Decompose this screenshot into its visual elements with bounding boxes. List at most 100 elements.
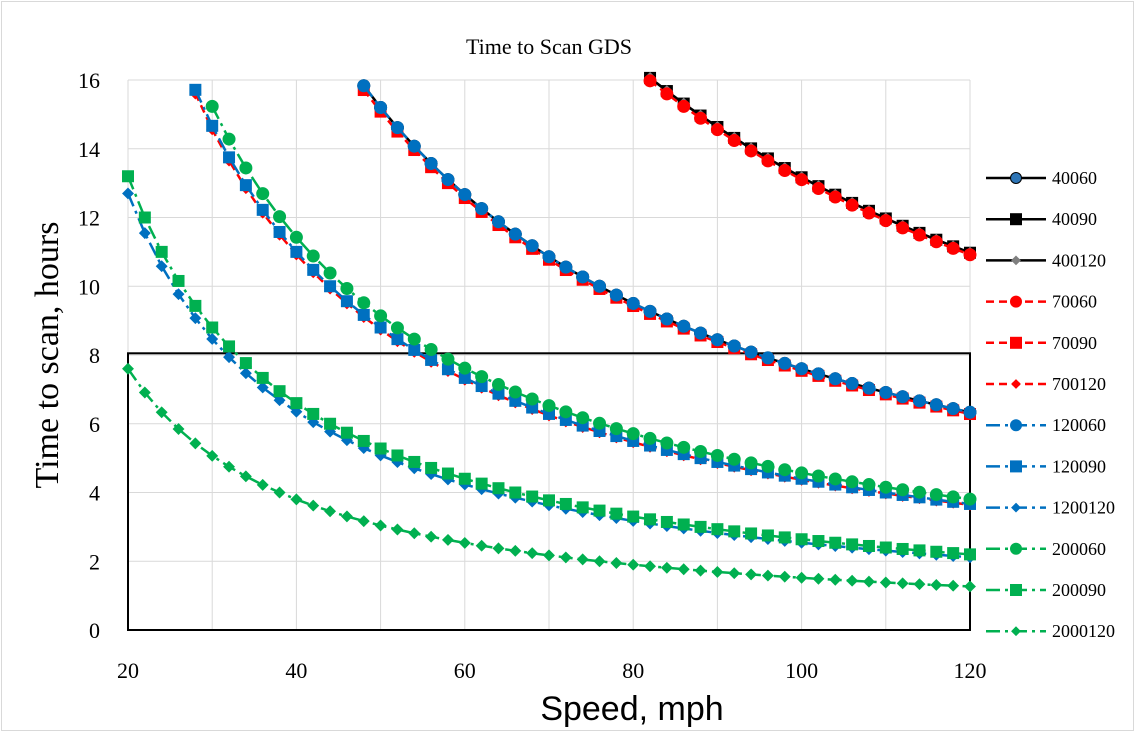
data-point-marker xyxy=(491,215,505,229)
data-point-marker xyxy=(862,206,876,220)
data-point-marker xyxy=(559,497,572,510)
data-point-marker xyxy=(390,121,404,135)
data-point-marker xyxy=(307,407,320,420)
x-tick-label: 80 xyxy=(622,658,644,683)
legend-item: 70060 xyxy=(986,292,1097,312)
legend-label: 200060 xyxy=(1052,539,1106,559)
data-point-marker xyxy=(761,459,775,473)
data-point-marker xyxy=(1011,626,1021,637)
data-point-marker xyxy=(627,558,640,571)
data-point-marker xyxy=(677,99,691,113)
data-point-marker xyxy=(964,548,976,561)
data-point-marker xyxy=(795,362,809,376)
y-tick-label: 14 xyxy=(78,137,100,162)
legend-label: 1200120 xyxy=(1052,498,1115,518)
data-point-marker xyxy=(509,544,522,557)
data-point-marker xyxy=(223,351,235,364)
data-point-marker xyxy=(728,567,741,580)
data-point-marker xyxy=(492,542,505,555)
data-point-marker xyxy=(660,312,674,326)
data-point-marker xyxy=(913,544,926,557)
data-point-marker xyxy=(1010,172,1022,184)
data-point-marker xyxy=(929,235,943,249)
data-point-marker xyxy=(964,580,976,593)
data-point-marker xyxy=(829,536,842,549)
data-point-marker xyxy=(525,239,539,253)
data-point-marker xyxy=(458,472,471,485)
highlight-box xyxy=(127,352,971,631)
data-point-marker xyxy=(778,570,791,583)
data-point-marker xyxy=(374,442,387,455)
data-point-marker xyxy=(273,486,286,499)
data-point-marker xyxy=(660,515,673,528)
data-point-marker xyxy=(710,123,724,137)
data-point-marker xyxy=(155,245,168,258)
data-point-marker xyxy=(273,394,286,407)
data-point-marker xyxy=(963,492,977,506)
data-point-marker xyxy=(711,565,724,578)
data-point-marker xyxy=(710,333,724,347)
data-point-marker xyxy=(290,397,303,410)
data-point-marker xyxy=(846,538,859,551)
data-point-marker xyxy=(391,449,404,462)
legend-item: 120090 xyxy=(986,456,1106,476)
data-point-marker xyxy=(1010,213,1022,226)
data-point-marker xyxy=(727,452,741,466)
data-point-marker xyxy=(811,469,825,483)
data-point-marker xyxy=(205,99,219,113)
data-point-marker xyxy=(172,274,185,287)
data-point-marker xyxy=(778,531,791,544)
data-point-marker xyxy=(828,190,842,204)
data-point-marker xyxy=(744,345,758,359)
data-point-marker xyxy=(1011,502,1021,513)
data-point-marker xyxy=(189,312,202,325)
data-point-marker xyxy=(475,370,489,384)
data-point-marker xyxy=(239,470,252,483)
data-point-marker xyxy=(879,386,893,399)
data-point-marker xyxy=(930,545,943,558)
legend-label: 2000120 xyxy=(1052,621,1115,641)
data-point-marker xyxy=(1010,542,1022,555)
data-point-marker xyxy=(795,533,808,546)
series-70060 xyxy=(643,74,977,262)
data-point-marker xyxy=(357,515,370,528)
legend: 40060 40090 400120 70060 70090 700120 120060 12… xyxy=(986,168,1115,641)
data-point-marker xyxy=(307,499,320,512)
data-point-marker xyxy=(357,79,371,93)
data-point-marker xyxy=(256,381,269,394)
data-point-marker xyxy=(340,295,353,308)
data-point-marker xyxy=(930,578,943,591)
data-point-marker xyxy=(845,377,859,391)
data-point-marker xyxy=(424,342,438,356)
data-point-marker xyxy=(643,431,657,445)
data-point-marker xyxy=(627,510,640,523)
data-point-marker xyxy=(256,187,270,201)
data-point-marker xyxy=(543,494,555,507)
data-point-marker xyxy=(475,202,489,216)
data-point-marker xyxy=(896,542,909,555)
data-point-marker xyxy=(441,467,454,480)
data-point-marker xyxy=(845,198,859,212)
data-point-marker xyxy=(172,423,185,435)
legend-label: 70090 xyxy=(1052,333,1097,353)
data-point-marker xyxy=(122,187,134,200)
data-point-marker xyxy=(491,378,505,392)
data-point-marker xyxy=(929,488,943,502)
data-point-marker xyxy=(660,87,674,101)
data-point-marker xyxy=(189,299,202,312)
data-point-marker xyxy=(896,390,910,404)
data-point-marker xyxy=(340,426,353,439)
data-point-marker xyxy=(913,578,926,591)
legend-label: 40090 xyxy=(1052,209,1097,229)
data-point-marker xyxy=(390,321,404,335)
data-point-marker xyxy=(879,214,893,228)
data-point-marker xyxy=(660,561,673,574)
highlight-box-layer xyxy=(127,352,971,631)
data-point-marker xyxy=(206,449,219,462)
data-point-marker xyxy=(727,339,741,353)
data-point-marker xyxy=(761,569,774,582)
data-point-marker xyxy=(727,134,741,148)
data-point-marker xyxy=(828,472,842,486)
data-point-marker xyxy=(357,296,371,310)
